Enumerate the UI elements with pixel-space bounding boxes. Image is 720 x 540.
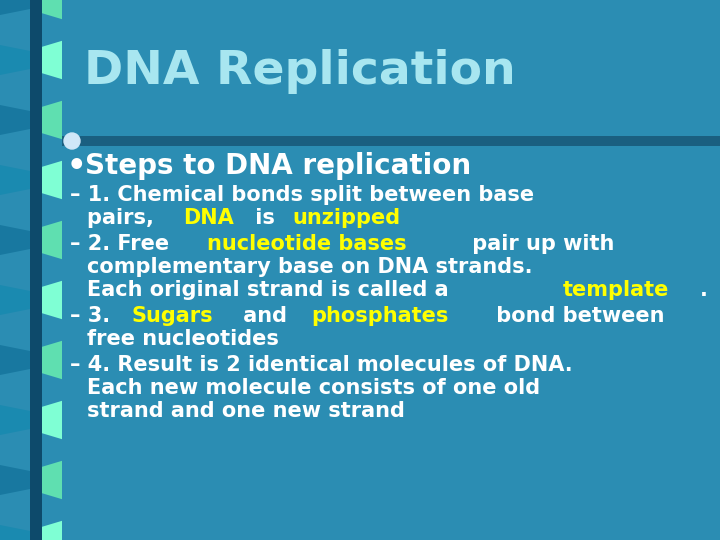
Text: – 1. Chemical bonds split between base: – 1. Chemical bonds split between base bbox=[70, 185, 534, 205]
Text: pairs,: pairs, bbox=[87, 208, 161, 228]
Polygon shape bbox=[42, 101, 62, 139]
Polygon shape bbox=[0, 0, 30, 15]
Text: complementary base on DNA strands.: complementary base on DNA strands. bbox=[87, 257, 533, 277]
Polygon shape bbox=[42, 521, 62, 540]
Polygon shape bbox=[0, 285, 30, 315]
Text: DNA Replication: DNA Replication bbox=[84, 50, 516, 94]
FancyBboxPatch shape bbox=[30, 0, 42, 540]
Polygon shape bbox=[42, 0, 62, 19]
Text: Each original strand is called a: Each original strand is called a bbox=[87, 280, 456, 300]
Text: phosphates: phosphates bbox=[312, 306, 449, 326]
Polygon shape bbox=[42, 401, 62, 439]
Text: is: is bbox=[248, 208, 282, 228]
Polygon shape bbox=[42, 341, 62, 379]
Text: – 4. Result is 2 identical molecules of DNA.: – 4. Result is 2 identical molecules of … bbox=[70, 355, 572, 375]
Polygon shape bbox=[0, 225, 30, 255]
Text: free nucleotides: free nucleotides bbox=[87, 329, 279, 349]
Text: pair up with: pair up with bbox=[465, 234, 614, 254]
Polygon shape bbox=[0, 45, 30, 75]
Text: •: • bbox=[67, 152, 86, 181]
Text: – 3.: – 3. bbox=[70, 306, 117, 326]
Text: unzipped: unzipped bbox=[292, 208, 400, 228]
Text: DNA: DNA bbox=[183, 208, 233, 228]
FancyBboxPatch shape bbox=[62, 136, 720, 146]
Polygon shape bbox=[42, 281, 62, 319]
Text: Each new molecule consists of one old: Each new molecule consists of one old bbox=[87, 378, 540, 398]
Text: strand and one new strand: strand and one new strand bbox=[87, 401, 405, 421]
Text: template: template bbox=[563, 280, 670, 300]
Polygon shape bbox=[0, 465, 30, 495]
Text: – 2. Free: – 2. Free bbox=[70, 234, 176, 254]
Polygon shape bbox=[42, 461, 62, 499]
Polygon shape bbox=[0, 105, 30, 135]
Text: Steps to DNA replication: Steps to DNA replication bbox=[85, 152, 471, 180]
Polygon shape bbox=[42, 221, 62, 259]
Polygon shape bbox=[0, 405, 30, 435]
Text: .: . bbox=[701, 280, 708, 300]
Text: bond between: bond between bbox=[489, 306, 665, 326]
Polygon shape bbox=[42, 161, 62, 199]
FancyBboxPatch shape bbox=[62, 0, 720, 140]
Text: and: and bbox=[236, 306, 294, 326]
Polygon shape bbox=[0, 345, 30, 375]
Circle shape bbox=[64, 133, 80, 149]
Polygon shape bbox=[0, 165, 30, 195]
Polygon shape bbox=[0, 525, 30, 540]
Text: nucleotide bases: nucleotide bases bbox=[207, 234, 407, 254]
Text: Sugars: Sugars bbox=[131, 306, 212, 326]
Polygon shape bbox=[42, 41, 62, 79]
